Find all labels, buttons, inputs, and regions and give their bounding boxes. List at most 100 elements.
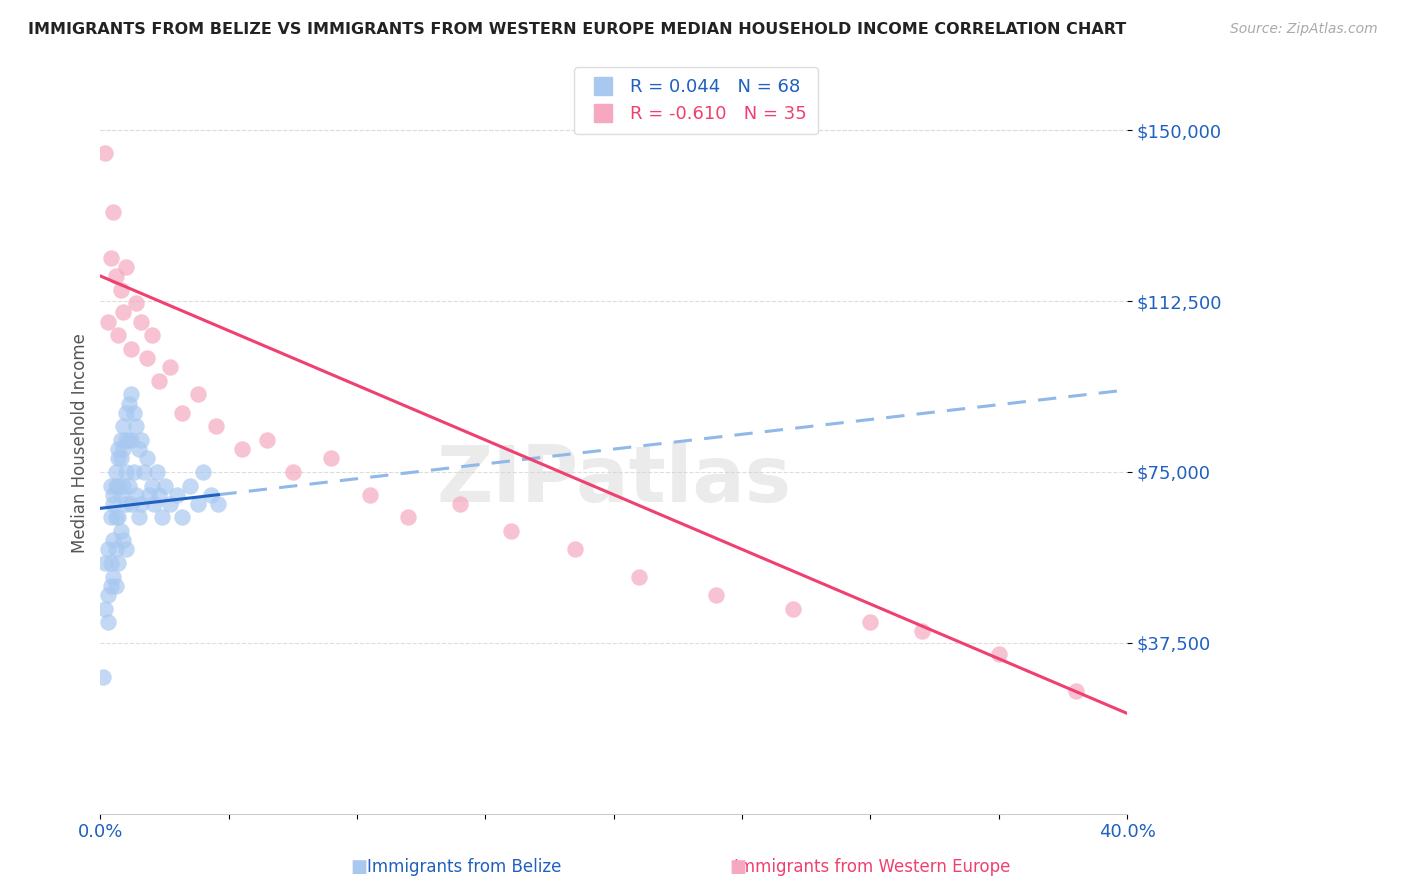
Point bbox=[449, 497, 471, 511]
Point bbox=[1064, 683, 1087, 698]
Point bbox=[110, 488, 132, 502]
Point bbox=[104, 542, 127, 557]
Text: Source: ZipAtlas.com: Source: ZipAtlas.com bbox=[1230, 22, 1378, 37]
Point bbox=[396, 510, 419, 524]
Point bbox=[100, 510, 122, 524]
Text: Immigrants from Western Europe: Immigrants from Western Europe bbox=[734, 858, 1010, 876]
Point bbox=[150, 510, 173, 524]
Point bbox=[131, 314, 153, 328]
Point bbox=[628, 570, 651, 584]
Point bbox=[115, 497, 138, 511]
Point bbox=[782, 601, 804, 615]
Point bbox=[104, 510, 127, 524]
Point bbox=[125, 488, 148, 502]
Point bbox=[187, 497, 209, 511]
Point bbox=[131, 433, 153, 447]
Point bbox=[100, 251, 122, 265]
Point bbox=[107, 451, 129, 466]
Legend: R = 0.044   N = 68, R = -0.610   N = 35: R = 0.044 N = 68, R = -0.610 N = 35 bbox=[574, 68, 818, 134]
Point bbox=[94, 145, 117, 160]
Point bbox=[100, 579, 122, 593]
Point bbox=[256, 433, 278, 447]
Point bbox=[103, 497, 125, 511]
Point bbox=[117, 433, 139, 447]
Point bbox=[107, 478, 129, 492]
Point bbox=[191, 465, 214, 479]
Point bbox=[148, 488, 170, 502]
Point bbox=[112, 419, 135, 434]
Point bbox=[112, 305, 135, 319]
Point bbox=[499, 524, 522, 538]
Point bbox=[564, 542, 586, 557]
Point bbox=[97, 542, 120, 557]
Point bbox=[359, 488, 381, 502]
Point bbox=[115, 433, 138, 447]
Point bbox=[120, 433, 142, 447]
Point bbox=[166, 488, 188, 502]
Point bbox=[110, 283, 132, 297]
Point bbox=[987, 647, 1010, 661]
Point bbox=[97, 588, 120, 602]
Point bbox=[159, 497, 181, 511]
Point bbox=[104, 579, 127, 593]
Point bbox=[97, 314, 120, 328]
Point bbox=[115, 406, 138, 420]
Point bbox=[200, 488, 222, 502]
Point bbox=[205, 419, 228, 434]
Point bbox=[125, 296, 148, 310]
Point bbox=[132, 465, 155, 479]
Point bbox=[125, 419, 148, 434]
Point bbox=[911, 624, 934, 639]
Point bbox=[153, 478, 176, 492]
Point bbox=[321, 451, 343, 466]
Point bbox=[107, 442, 129, 456]
Y-axis label: Median Household Income: Median Household Income bbox=[72, 334, 89, 553]
Point bbox=[141, 478, 163, 492]
Point bbox=[110, 524, 132, 538]
Point bbox=[141, 328, 163, 343]
Point bbox=[115, 465, 138, 479]
Point bbox=[97, 615, 120, 630]
Point bbox=[107, 556, 129, 570]
Point bbox=[122, 406, 145, 420]
Point bbox=[128, 442, 150, 456]
Point bbox=[143, 497, 166, 511]
Point bbox=[91, 670, 114, 684]
Point bbox=[159, 360, 181, 375]
Point bbox=[100, 478, 122, 492]
Point bbox=[187, 387, 209, 401]
Point bbox=[104, 268, 127, 283]
Text: ZIPatlas: ZIPatlas bbox=[436, 442, 792, 518]
Point bbox=[120, 497, 142, 511]
Point bbox=[172, 406, 194, 420]
Point bbox=[115, 542, 138, 557]
Point bbox=[107, 328, 129, 343]
Point bbox=[117, 396, 139, 410]
Point bbox=[107, 510, 129, 524]
Point bbox=[172, 510, 194, 524]
Point bbox=[112, 442, 135, 456]
Point bbox=[122, 465, 145, 479]
Point bbox=[94, 556, 117, 570]
Point bbox=[103, 205, 125, 219]
Point bbox=[112, 478, 135, 492]
Text: Immigrants from Belize: Immigrants from Belize bbox=[367, 858, 561, 876]
Point bbox=[112, 533, 135, 548]
Point bbox=[120, 387, 142, 401]
Point bbox=[231, 442, 253, 456]
Point bbox=[131, 497, 153, 511]
Point bbox=[110, 433, 132, 447]
Point bbox=[103, 533, 125, 548]
Point bbox=[120, 342, 142, 356]
Point bbox=[281, 465, 304, 479]
Text: IMMIGRANTS FROM BELIZE VS IMMIGRANTS FROM WESTERN EUROPE MEDIAN HOUSEHOLD INCOME: IMMIGRANTS FROM BELIZE VS IMMIGRANTS FRO… bbox=[28, 22, 1126, 37]
Point bbox=[148, 374, 170, 388]
Point bbox=[103, 488, 125, 502]
Point bbox=[100, 556, 122, 570]
Point bbox=[94, 601, 117, 615]
Point bbox=[110, 451, 132, 466]
Point bbox=[859, 615, 882, 630]
Point bbox=[207, 497, 229, 511]
Point bbox=[135, 351, 157, 365]
Point bbox=[146, 465, 169, 479]
